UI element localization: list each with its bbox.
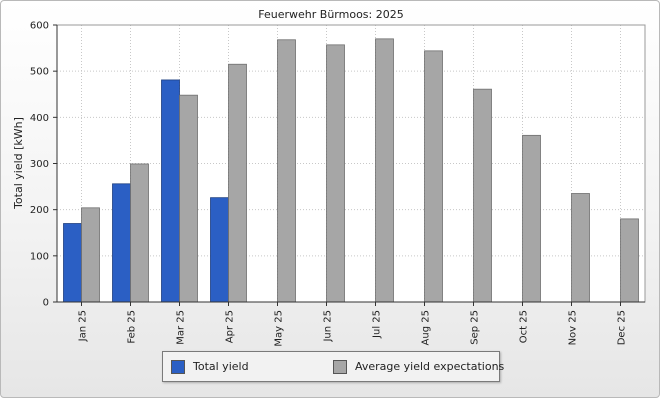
bar-total-yield xyxy=(63,223,82,303)
bar-total-yield xyxy=(210,197,229,303)
y-tick-label: 100 xyxy=(30,251,49,262)
x-tick-label: Sep 25 xyxy=(470,310,481,345)
bar-average-yield xyxy=(326,44,345,303)
legend-label-average-yield: Average yield expectations xyxy=(355,360,505,373)
legend-swatch-total-yield xyxy=(171,360,185,374)
x-tick-label: Oct 25 xyxy=(519,310,530,343)
bar-average-yield xyxy=(424,50,443,303)
bar-average-yield xyxy=(81,207,100,303)
y-tick-label: 200 xyxy=(30,205,49,216)
bar-total-yield xyxy=(112,183,131,303)
chart-title: Feuerwehr Bürmoos: 2025 xyxy=(258,8,403,21)
x-tick-label: Jul 25 xyxy=(372,310,383,339)
bars xyxy=(63,38,639,303)
bar-average-yield xyxy=(473,88,492,303)
x-tick-label: Feb 25 xyxy=(127,310,138,344)
y-tick-label: 400 xyxy=(30,113,49,124)
bar-average-yield xyxy=(130,163,149,303)
legend-label-total-yield: Total yield xyxy=(193,360,249,373)
bar-average-yield xyxy=(228,63,247,303)
y-axis-label: Total yield [kWh] xyxy=(12,117,25,210)
bar-total-yield xyxy=(161,79,180,303)
bar-average-yield xyxy=(620,218,639,303)
x-tick-labels: Jan 25 Feb 25 Mar 25 Apr 25 May 25 Jun 25 Jul … xyxy=(78,302,628,347)
y-tick-label: 300 xyxy=(30,159,49,170)
y-tick-label: 600 xyxy=(30,21,49,32)
x-tick-label: Mar 25 xyxy=(176,310,187,345)
bar-average-yield xyxy=(179,94,198,303)
x-tick-label: Nov 25 xyxy=(568,310,579,345)
legend-swatch-average-yield xyxy=(333,360,347,374)
x-tick-label: Aug 25 xyxy=(421,310,432,345)
y-tick-label: 500 xyxy=(30,67,49,78)
x-tick-label: Dec 25 xyxy=(617,310,628,345)
bar-average-yield xyxy=(277,39,296,303)
chart-legend: Total yield Average yield expectations xyxy=(162,351,504,382)
bar-average-yield xyxy=(522,134,541,303)
x-tick-label: Apr 25 xyxy=(225,310,236,343)
bar-average-yield xyxy=(571,193,590,303)
x-tick-label: Jun 25 xyxy=(323,310,334,343)
y-tick-labels: 0 100 200 300 400 500 600 xyxy=(30,21,57,309)
x-tick-label: May 25 xyxy=(274,310,285,347)
bar-average-yield xyxy=(375,38,394,303)
y-tick-label: 0 xyxy=(43,298,49,309)
x-tick-label: Jan 25 xyxy=(78,310,89,342)
